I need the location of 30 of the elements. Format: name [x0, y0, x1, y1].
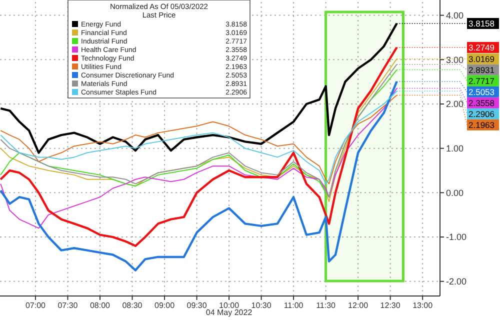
x-tick-label: 12:00 — [348, 301, 369, 310]
x-axis-title: 04 May 2022 — [206, 308, 253, 317]
y-tick-label: 2.00 — [446, 99, 464, 110]
data-label: 2.8931 — [468, 64, 495, 75]
x-tick-label: 10:00 — [219, 301, 240, 310]
x-tick-label: 11:00 — [284, 301, 304, 310]
x-tick-label: 07:30 — [58, 301, 78, 310]
x-tick-label: 09:00 — [154, 301, 176, 310]
data-label: 2.5053 — [468, 86, 495, 97]
data-label: 3.2749 — [468, 42, 495, 52]
data-label: 3.8158 — [468, 18, 495, 28]
data-label: 2.7717 — [468, 76, 495, 86]
y-tick-label: 1.00 — [446, 143, 464, 154]
y-tick-label: 4.00 — [446, 10, 464, 20]
data-label: 2.1963 — [468, 120, 495, 130]
data-label: 2.3558 — [468, 98, 495, 108]
x-tick-label: 08:00 — [90, 301, 111, 310]
data-label: 3.0169 — [468, 54, 495, 64]
y-tick-label: -1.00 — [446, 232, 467, 242]
x-tick-label: 10:30 — [251, 301, 272, 310]
x-tick-label: 07:00 — [25, 301, 46, 310]
x-tick-label: 12:30 — [380, 301, 401, 310]
x-tick-label: 11:30 — [316, 301, 336, 310]
y-tick-label: 3.00 — [446, 54, 464, 65]
y-tick-label: 0.00 — [446, 188, 464, 198]
data-label: 2.2906 — [468, 108, 495, 119]
x-tick-label: 09:30 — [186, 301, 208, 310]
y-tick-label: -2.00 — [446, 276, 467, 287]
x-tick-label: 13:00 — [412, 301, 434, 310]
x-tick-label: 08:30 — [122, 301, 143, 310]
